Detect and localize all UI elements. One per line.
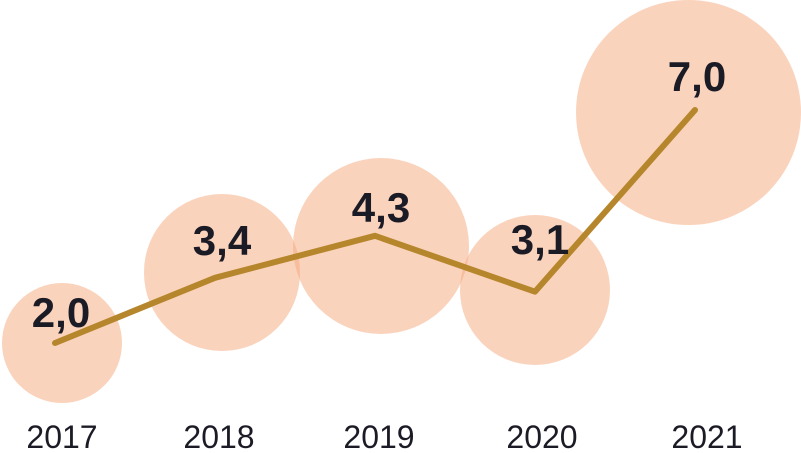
x-axis-label-2020: 2020 — [506, 419, 578, 453]
x-axis-label-2019: 2019 — [343, 419, 415, 453]
value-label-2020: 3,1 — [510, 215, 570, 263]
bubble-2021 — [576, 0, 801, 225]
x-axis-label-2021: 2021 — [671, 419, 743, 453]
x-axis-label-2017: 2017 — [26, 419, 98, 453]
value-label-2021: 7,0 — [667, 53, 727, 100]
x-axis-label-2018: 2018 — [183, 419, 255, 453]
value-label-2019: 4,3 — [351, 183, 411, 231]
value-label-2018: 3,4 — [192, 216, 252, 264]
value-label-2017: 2,0 — [31, 289, 91, 336]
